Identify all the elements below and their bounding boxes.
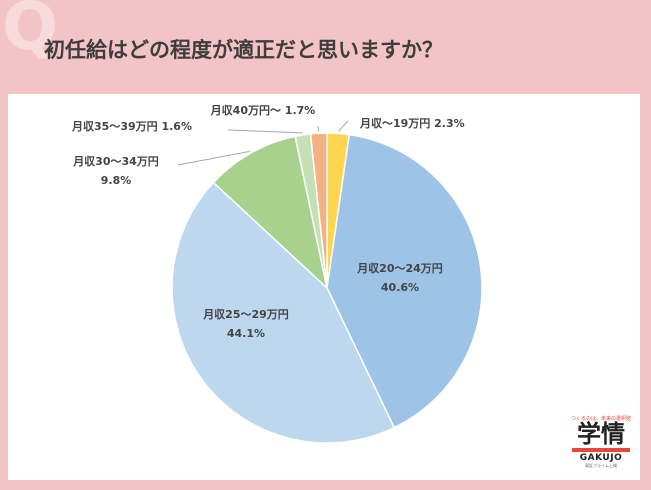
leader-line bbox=[177, 150, 250, 166]
leader-line bbox=[317, 125, 320, 132]
q-mark-icon: Q bbox=[2, 0, 59, 65]
slice-value-label: 40.6% bbox=[381, 281, 419, 294]
leader-line bbox=[337, 120, 349, 132]
slice-value-label: 9.8% bbox=[101, 174, 132, 187]
logo-tagline: つくるのは、未来の選択肢 bbox=[571, 416, 631, 422]
pie-slice bbox=[212, 135, 329, 291]
slice-label: 月収40万円～ 1.7% bbox=[210, 104, 316, 117]
chart-title: 初任給はどの程度が適正だと思いますか？ bbox=[44, 38, 443, 62]
logo-name: 学情 bbox=[577, 420, 625, 448]
pie-slice bbox=[309, 132, 328, 289]
gakujo-logo: つくるのは、未来の選択肢 学情 GAKUJO 東証プライム上場 bbox=[566, 415, 636, 469]
slice-label: 月収35～39万円 1.6% bbox=[71, 120, 192, 133]
slice-label: 月収～19万円 2.3% bbox=[359, 117, 465, 130]
slice-label: 月収30～34万円 bbox=[72, 155, 159, 168]
pie-slice bbox=[171, 181, 396, 444]
pie-slice bbox=[326, 133, 483, 429]
logo-bar bbox=[572, 448, 630, 453]
slice-value-label: 44.1% bbox=[227, 327, 265, 340]
logo-romaji: GAKUJO bbox=[579, 453, 623, 464]
logo-footer: 東証プライム上場 bbox=[585, 463, 617, 469]
leader-line bbox=[227, 129, 303, 134]
slice-label: 月収20～24万円 bbox=[356, 262, 443, 275]
slice-label: 月収25～29万円 bbox=[202, 308, 289, 321]
